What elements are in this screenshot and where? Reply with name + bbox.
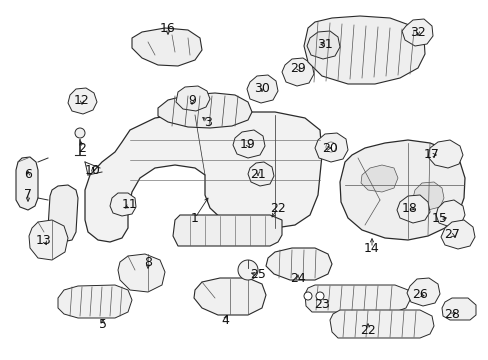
Circle shape	[325, 142, 335, 152]
Polygon shape	[265, 248, 331, 280]
Text: 26: 26	[411, 288, 427, 302]
Text: 5: 5	[99, 319, 107, 332]
Text: 24: 24	[289, 271, 305, 284]
Text: 12: 12	[74, 94, 90, 107]
Polygon shape	[339, 140, 464, 240]
Polygon shape	[427, 140, 462, 168]
Polygon shape	[16, 157, 38, 210]
Text: 13: 13	[36, 234, 52, 247]
Text: 31: 31	[317, 39, 332, 51]
Text: 2: 2	[78, 141, 86, 154]
Polygon shape	[247, 162, 273, 186]
Polygon shape	[68, 88, 97, 114]
Text: 14: 14	[364, 242, 379, 255]
Polygon shape	[85, 112, 321, 242]
Text: 7: 7	[24, 188, 32, 201]
Circle shape	[304, 292, 311, 300]
Polygon shape	[158, 93, 251, 128]
Polygon shape	[406, 278, 439, 306]
Text: 19: 19	[240, 139, 255, 152]
Polygon shape	[401, 19, 432, 46]
Polygon shape	[132, 28, 202, 66]
Polygon shape	[441, 298, 475, 320]
Text: 9: 9	[188, 94, 196, 107]
Polygon shape	[58, 285, 132, 318]
Polygon shape	[118, 254, 164, 292]
Text: 3: 3	[203, 116, 211, 129]
Polygon shape	[176, 86, 209, 111]
Text: 6: 6	[24, 168, 32, 181]
Text: 1: 1	[191, 211, 199, 225]
Polygon shape	[360, 165, 397, 192]
Text: 22: 22	[359, 324, 375, 337]
Polygon shape	[440, 220, 474, 249]
Circle shape	[315, 292, 324, 300]
Polygon shape	[110, 193, 136, 216]
Text: 21: 21	[250, 168, 265, 181]
Circle shape	[238, 260, 258, 280]
Text: 30: 30	[254, 81, 269, 94]
Polygon shape	[435, 200, 464, 227]
Text: 28: 28	[443, 309, 459, 321]
Text: 20: 20	[322, 141, 337, 154]
Polygon shape	[29, 220, 68, 260]
Polygon shape	[306, 31, 339, 59]
Text: 15: 15	[431, 211, 447, 225]
Polygon shape	[396, 195, 429, 223]
Polygon shape	[282, 58, 313, 86]
Polygon shape	[304, 16, 424, 84]
Text: 29: 29	[289, 62, 305, 75]
Text: 27: 27	[443, 229, 459, 242]
Polygon shape	[412, 182, 443, 210]
Polygon shape	[314, 133, 347, 162]
Text: 25: 25	[249, 269, 265, 282]
Polygon shape	[246, 75, 278, 103]
Circle shape	[75, 128, 85, 138]
Text: 4: 4	[221, 314, 228, 327]
Text: 16: 16	[160, 22, 176, 35]
Text: 18: 18	[401, 202, 417, 215]
Text: 10: 10	[85, 163, 101, 176]
Text: 32: 32	[409, 26, 425, 39]
Text: 11: 11	[122, 198, 138, 211]
Polygon shape	[48, 185, 78, 242]
Text: 17: 17	[423, 148, 439, 162]
Text: 8: 8	[143, 256, 152, 269]
Polygon shape	[305, 285, 409, 312]
Polygon shape	[232, 130, 264, 158]
Polygon shape	[194, 278, 265, 315]
Polygon shape	[329, 310, 433, 338]
Text: 23: 23	[313, 298, 329, 311]
Text: 22: 22	[269, 202, 285, 215]
Polygon shape	[173, 215, 282, 246]
